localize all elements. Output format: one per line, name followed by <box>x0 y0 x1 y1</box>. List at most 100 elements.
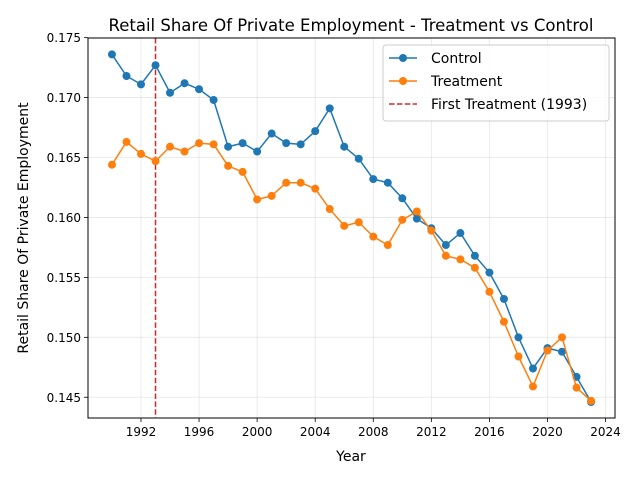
control-point <box>456 229 465 238</box>
treatment-point <box>340 221 349 230</box>
control-point <box>311 127 320 136</box>
y-tick-label: 0.155 <box>47 271 81 285</box>
treatment-point <box>209 140 218 149</box>
treatment-point <box>427 226 436 235</box>
control-point <box>354 154 363 163</box>
plot-frame <box>87 37 616 419</box>
treatment-point <box>282 178 291 187</box>
control-point <box>441 241 450 250</box>
treatment-point <box>354 218 363 227</box>
treatment-point <box>224 161 233 170</box>
x-tick-label: 2020 <box>532 425 563 439</box>
control-point <box>107 50 116 59</box>
treatment-point <box>238 167 247 176</box>
legend-treatment-marker <box>399 77 407 85</box>
y-tick-label: 0.175 <box>47 31 81 45</box>
control-point <box>412 214 421 223</box>
y-tick-label: 0.150 <box>47 331 81 345</box>
control-point <box>180 79 189 88</box>
control-point <box>166 88 175 97</box>
y-tick-label: 0.165 <box>47 151 81 165</box>
treatment-point <box>122 137 131 146</box>
treatment-point <box>136 149 145 158</box>
treatment-point <box>195 139 204 148</box>
treatment-line <box>111 141 592 402</box>
legend-vline-label: First Treatment (1993) <box>431 97 587 113</box>
x-tick-label: 2016 <box>474 425 505 439</box>
treatment-point <box>369 232 378 241</box>
control-point <box>209 95 218 104</box>
treatment-point <box>456 255 465 264</box>
x-tick-label: 1996 <box>184 425 215 439</box>
treatment-point <box>296 178 305 187</box>
x-axis-title: Year <box>335 449 366 465</box>
control-point <box>514 333 523 342</box>
treatment-point <box>485 287 494 296</box>
control-point <box>224 142 233 151</box>
treatment-point <box>107 160 116 169</box>
treatment-point <box>383 241 392 250</box>
chart-title: Retail Share Of Private Employment - Tre… <box>108 16 593 35</box>
y-tick-label: 0.145 <box>47 391 81 405</box>
control-point <box>122 72 131 80</box>
control-point <box>151 61 160 70</box>
treatment-point <box>412 207 421 216</box>
treatment-point <box>311 184 320 193</box>
control-point <box>238 139 247 148</box>
y-axis-title: Retail Share Of Private Employment <box>16 102 32 354</box>
legend-treatment-label: Treatment <box>430 74 503 90</box>
treatment-point <box>166 142 175 151</box>
control-point <box>528 364 537 373</box>
y-tick-label: 0.170 <box>47 91 81 105</box>
treatment-point <box>151 157 160 166</box>
control-series <box>107 50 596 407</box>
control-point <box>195 85 204 94</box>
y-axis: 0.145 0.150 0.155 0.160 0.165 0.170 0.175 <box>47 31 88 405</box>
control-point <box>558 347 567 356</box>
legend-control-label: Control <box>431 51 482 67</box>
control-point <box>369 175 378 184</box>
treatment-point <box>543 346 552 355</box>
control-point <box>485 268 494 277</box>
treatment-point <box>587 396 596 405</box>
treatment-point <box>514 352 523 361</box>
control-point <box>325 104 334 113</box>
control-point <box>296 140 305 149</box>
x-tick-label: 2012 <box>416 425 447 439</box>
y-tick-label: 0.160 <box>47 211 81 225</box>
x-tick-label: 2000 <box>242 425 273 439</box>
treatment-point <box>267 191 276 200</box>
legend: Control Treatment First Treatment (1993) <box>382 44 610 122</box>
control-point <box>499 294 508 303</box>
x-tick-label: 1992 <box>126 425 157 439</box>
x-tick-label: 2008 <box>358 425 389 439</box>
control-point <box>253 147 262 156</box>
treatment-point <box>398 215 407 224</box>
x-tick-label: 2024 <box>590 425 621 439</box>
treatment-point <box>441 251 450 260</box>
control-point <box>267 129 276 138</box>
control-point <box>282 139 291 148</box>
treatment-point <box>499 317 508 326</box>
control-point <box>340 142 349 151</box>
x-tick-label: 2004 <box>300 425 331 439</box>
control-line <box>111 54 592 403</box>
legend-frame <box>382 44 610 122</box>
treatment-point <box>558 333 567 342</box>
control-point <box>470 251 479 260</box>
treatment-point <box>253 195 262 204</box>
treatment-series <box>107 137 596 405</box>
treatment-point <box>528 382 537 391</box>
treatment-point <box>325 205 334 214</box>
series-layer <box>107 50 596 407</box>
treatment-point <box>572 383 581 392</box>
treatment-point <box>470 263 479 272</box>
treatment-point <box>180 147 189 156</box>
control-point <box>398 194 407 203</box>
control-point <box>383 178 392 187</box>
legend-control-marker <box>399 54 407 62</box>
x-axis: 1992 1996 2000 2004 2008 2012 2016 2020 2024 <box>126 418 621 439</box>
control-point <box>136 80 145 89</box>
